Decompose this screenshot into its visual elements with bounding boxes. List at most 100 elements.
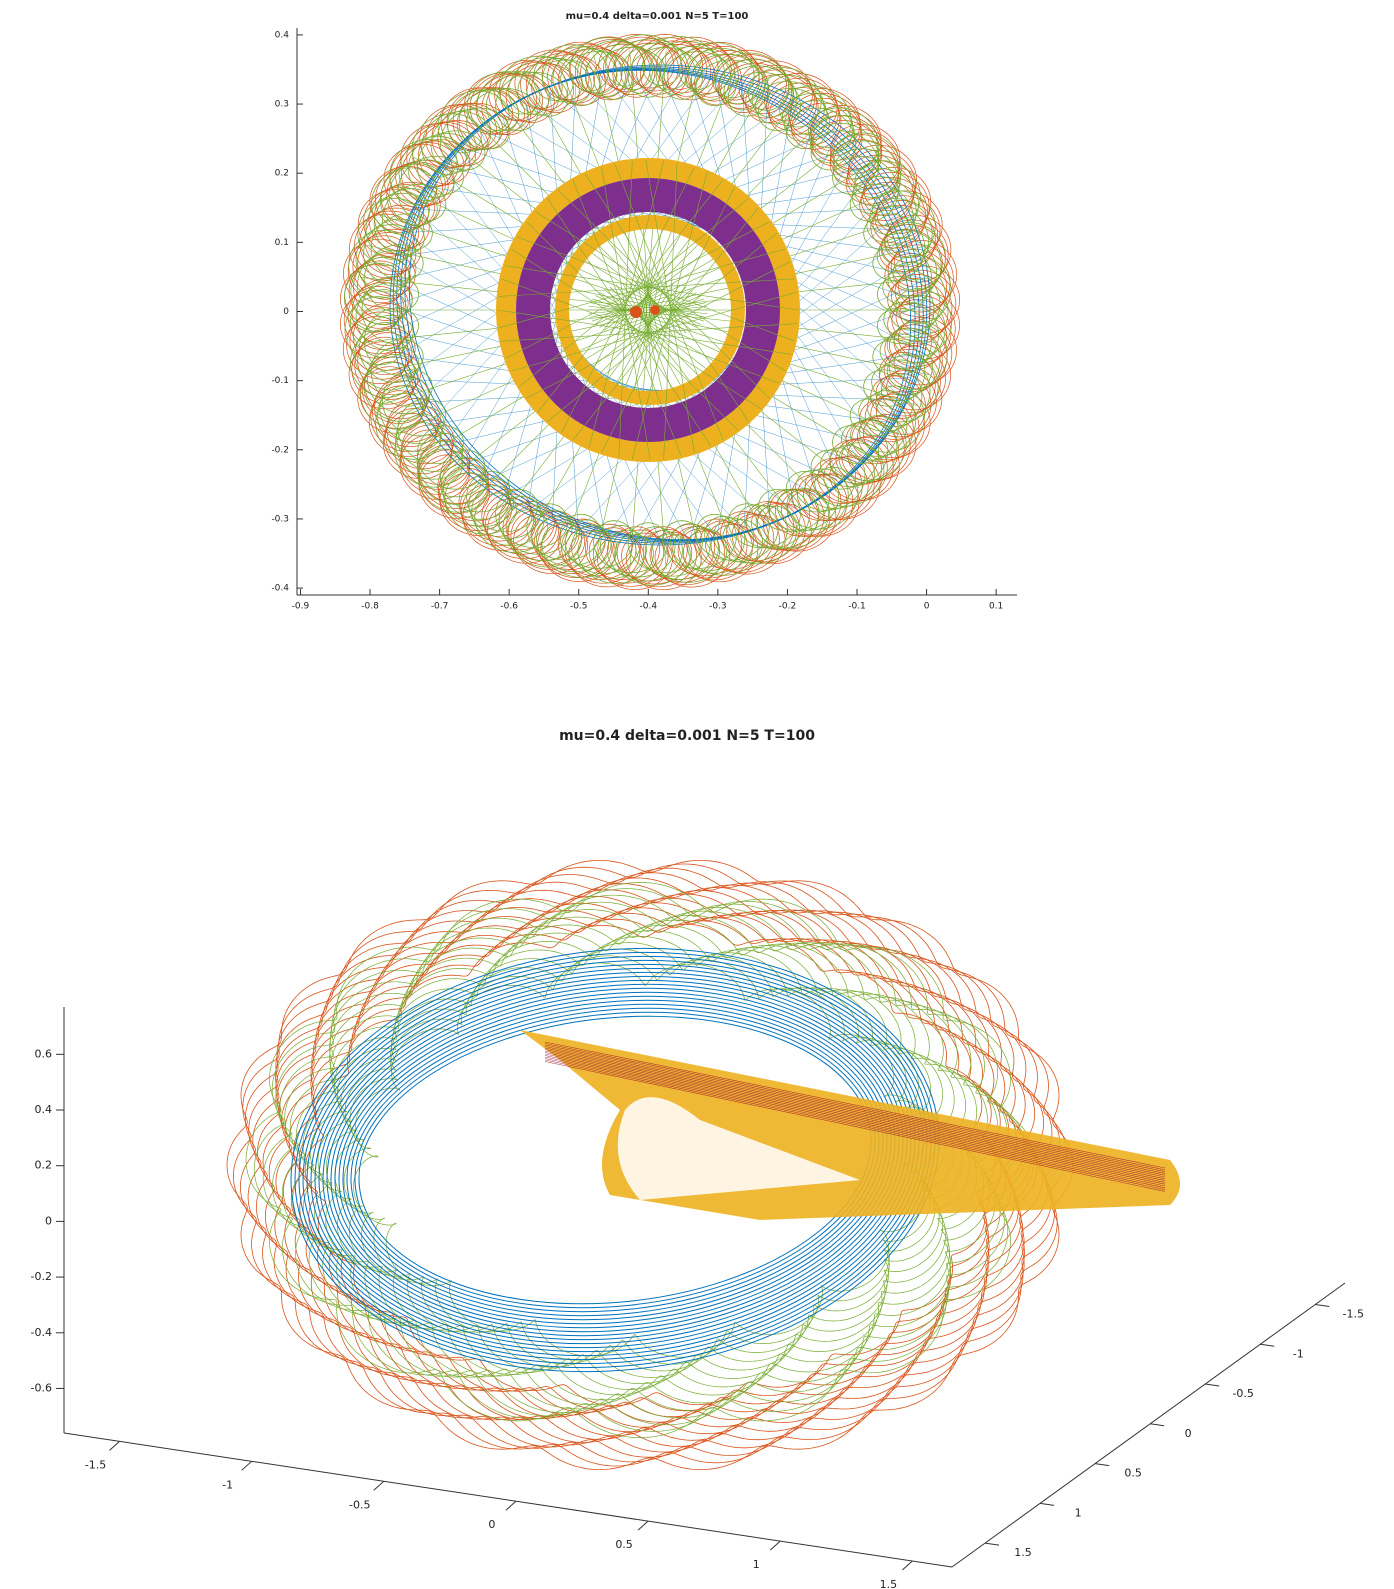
y-tick-label: 0.2 bbox=[275, 169, 289, 179]
x-tick-label: 0 bbox=[488, 1518, 495, 1531]
orbit bbox=[257, 883, 1043, 1447]
axis-line bbox=[63, 1432, 953, 1568]
x-tick bbox=[109, 1441, 120, 1451]
orbit bbox=[537, 179, 724, 413]
orbit bbox=[247, 872, 1053, 1458]
orbit bbox=[389, 64, 931, 546]
orbit bbox=[601, 167, 651, 461]
y-tick-label: 0.4 bbox=[275, 30, 290, 40]
orbit bbox=[289, 915, 991, 1405]
x-tick-label: -1 bbox=[222, 1478, 233, 1491]
y-tick-label: -0.3 bbox=[271, 514, 289, 524]
orbit bbox=[343, 34, 953, 586]
orbit bbox=[544, 1052, 1166, 1181]
orbit bbox=[407, 234, 793, 509]
y-tick-label: -0.5 bbox=[1232, 1387, 1253, 1400]
x-tick-label: 0 bbox=[924, 602, 930, 612]
orbit bbox=[547, 232, 778, 422]
orbit bbox=[302, 924, 978, 1396]
x-tick bbox=[902, 1560, 913, 1571]
x-tick bbox=[241, 1460, 252, 1471]
orbit bbox=[526, 221, 739, 431]
orbit bbox=[233, 863, 1067, 1467]
y-tick-label: 0 bbox=[1185, 1427, 1192, 1440]
z-tick-label: 0.4 bbox=[35, 1103, 53, 1116]
z-tick-label: -0.6 bbox=[31, 1381, 52, 1394]
orbit bbox=[226, 860, 1074, 1470]
x-tick-label: -0.8 bbox=[361, 602, 379, 612]
orbit bbox=[510, 291, 798, 372]
orbit bbox=[396, 331, 875, 444]
orbit bbox=[401, 355, 890, 423]
x-tick-label: -0.5 bbox=[570, 602, 588, 612]
orbit bbox=[351, 42, 949, 582]
orbit bbox=[462, 147, 926, 304]
orbit bbox=[355, 42, 941, 578]
z-tick-label: 0.2 bbox=[35, 1159, 53, 1172]
x-tick-label: 1.5 bbox=[880, 1578, 898, 1589]
orbit bbox=[497, 309, 792, 355]
y-tick-label: 0 bbox=[283, 307, 289, 317]
x-tick-label: -0.6 bbox=[500, 602, 518, 612]
x-tick-label: 0.5 bbox=[615, 1538, 633, 1551]
x-tick-label: -0.7 bbox=[431, 602, 449, 612]
orbit bbox=[544, 1053, 1166, 1183]
orbit bbox=[544, 1050, 1166, 1180]
orbit bbox=[544, 1056, 1166, 1187]
orbit bbox=[516, 236, 795, 342]
orbit bbox=[544, 1058, 1166, 1189]
y-tick-label: -0.2 bbox=[271, 445, 289, 455]
y-tick-label: -1.5 bbox=[1343, 1307, 1364, 1320]
orbit bbox=[547, 198, 712, 447]
z-tick-label: -0.2 bbox=[31, 1270, 52, 1283]
orbit bbox=[504, 265, 799, 311]
x-tick bbox=[373, 1480, 385, 1491]
y-tick-label: -1 bbox=[1293, 1347, 1304, 1360]
orbit bbox=[632, 172, 708, 460]
orbit bbox=[416, 211, 768, 520]
orbit bbox=[325, 942, 955, 1378]
orbit bbox=[630, 306, 642, 318]
y-tick bbox=[1315, 1303, 1330, 1307]
x-tick-label: -0.5 bbox=[349, 1498, 370, 1511]
orbit bbox=[501, 278, 780, 384]
chart-title: mu=0.4 delta=0.001 N=5 T=100 bbox=[559, 728, 815, 744]
y-tick bbox=[1095, 1463, 1110, 1467]
orbit bbox=[645, 159, 695, 453]
orbit bbox=[544, 1061, 1166, 1192]
orbit bbox=[617, 1097, 860, 1200]
y-tick-label: 0.1 bbox=[275, 238, 289, 248]
y-tick-label: -0.4 bbox=[271, 584, 289, 594]
y-tick bbox=[984, 1542, 1000, 1546]
orbit bbox=[554, 209, 903, 521]
x-tick-label: -0.2 bbox=[779, 602, 797, 612]
x-tick bbox=[769, 1540, 781, 1551]
x-tick-label: 1 bbox=[753, 1558, 760, 1571]
orbit bbox=[262, 889, 1038, 1441]
y-tick-label: 0.3 bbox=[275, 100, 289, 110]
orbit bbox=[544, 1044, 1166, 1172]
y-tick-label: 1.5 bbox=[1014, 1546, 1032, 1559]
orbit bbox=[245, 882, 1035, 1438]
x-tick-label: -0.1 bbox=[848, 602, 866, 612]
orbit bbox=[544, 1047, 1166, 1176]
orbit bbox=[663, 162, 678, 460]
orbit bbox=[498, 278, 795, 297]
orbit bbox=[557, 189, 770, 399]
orbit bbox=[650, 305, 660, 315]
orbit bbox=[588, 160, 664, 448]
orbit bbox=[544, 1059, 1166, 1190]
orbit bbox=[618, 160, 633, 458]
x-tick-label: -0.3 bbox=[709, 602, 727, 612]
orbit bbox=[498, 248, 786, 329]
z-tick-label: 0 bbox=[45, 1214, 52, 1227]
orbit bbox=[309, 930, 971, 1390]
orbit bbox=[262, 894, 1018, 1426]
z-tick-label: -0.4 bbox=[31, 1326, 52, 1339]
orbit bbox=[601, 187, 735, 453]
orbit bbox=[505, 221, 770, 359]
orbit bbox=[272, 901, 1008, 1419]
orbit bbox=[534, 210, 786, 372]
orbit bbox=[496, 158, 800, 462]
